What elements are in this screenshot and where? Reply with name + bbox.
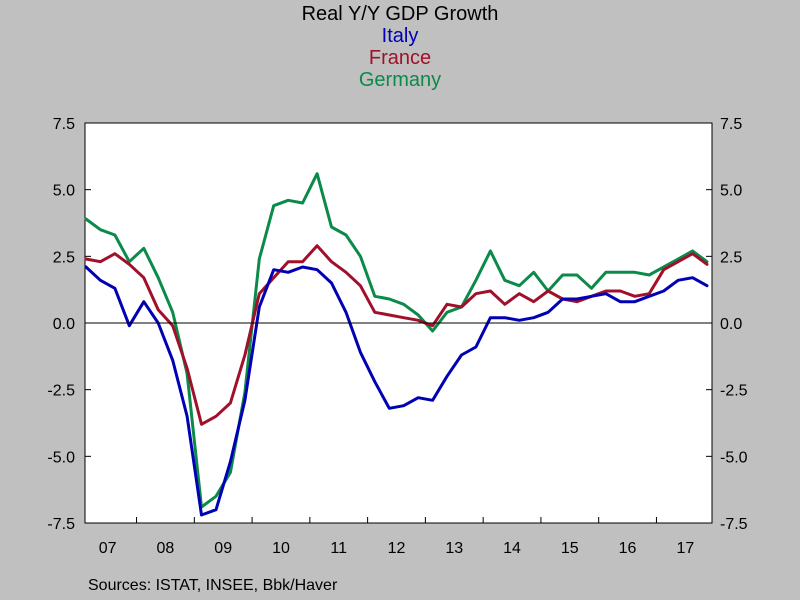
y-tick-label-left: 5.0 [53, 183, 75, 200]
x-tick-label: 09 [214, 540, 232, 557]
y-tick-label-left: -7.5 [47, 516, 75, 533]
x-tick-label: 13 [445, 540, 463, 557]
x-tick-label: 17 [676, 540, 694, 557]
y-tick-label-left: -5.0 [47, 449, 75, 466]
y-tick-label-right: 0.0 [720, 316, 742, 333]
y-tick-label-right: -2.5 [720, 383, 748, 400]
legend-germany: Germany [358, 69, 442, 91]
y-tick-label-right: -5.0 [720, 449, 748, 466]
axes-layer: 7.5 7.5 5.0 5.0 2.5 2.5 0.0 0.0 -2.5 -2.5 -5.0 -5.0… [47, 116, 747, 557]
y-tick-label-left: 7.5 [53, 116, 75, 133]
x-tick-label: 11 [330, 540, 347, 557]
y-tick-label-right: -7.5 [720, 516, 748, 533]
series-line-italy [84, 265, 709, 517]
y-tick-label-right: 2.5 [720, 249, 742, 266]
source-note: Sources: ISTAT, INSEE, Bbk/Haver [88, 577, 338, 594]
x-tick-label: 15 [561, 540, 579, 557]
y-tick-label-right: 5.0 [720, 183, 742, 200]
x-tick-label: 16 [619, 540, 637, 557]
y-tick-label-right: 7.5 [720, 116, 742, 133]
x-tick-label: 10 [272, 540, 290, 557]
legend-italy: Italy [381, 25, 419, 47]
y-tick-label-left: 2.5 [53, 249, 75, 266]
series-line-france [84, 244, 709, 426]
chart-title: Real Y/Y GDP Growth [301, 3, 499, 25]
x-tick-label: 12 [388, 540, 406, 557]
series-line-germany [84, 172, 709, 509]
series-layer [84, 172, 709, 517]
y-tick-label-left: 0.0 [53, 316, 75, 333]
x-tick-label: 14 [503, 540, 521, 557]
x-tick-label: 07 [99, 540, 117, 557]
y-tick-label-left: -2.5 [47, 383, 75, 400]
x-tick-label: 08 [157, 540, 175, 557]
legend-france: France [368, 47, 432, 69]
